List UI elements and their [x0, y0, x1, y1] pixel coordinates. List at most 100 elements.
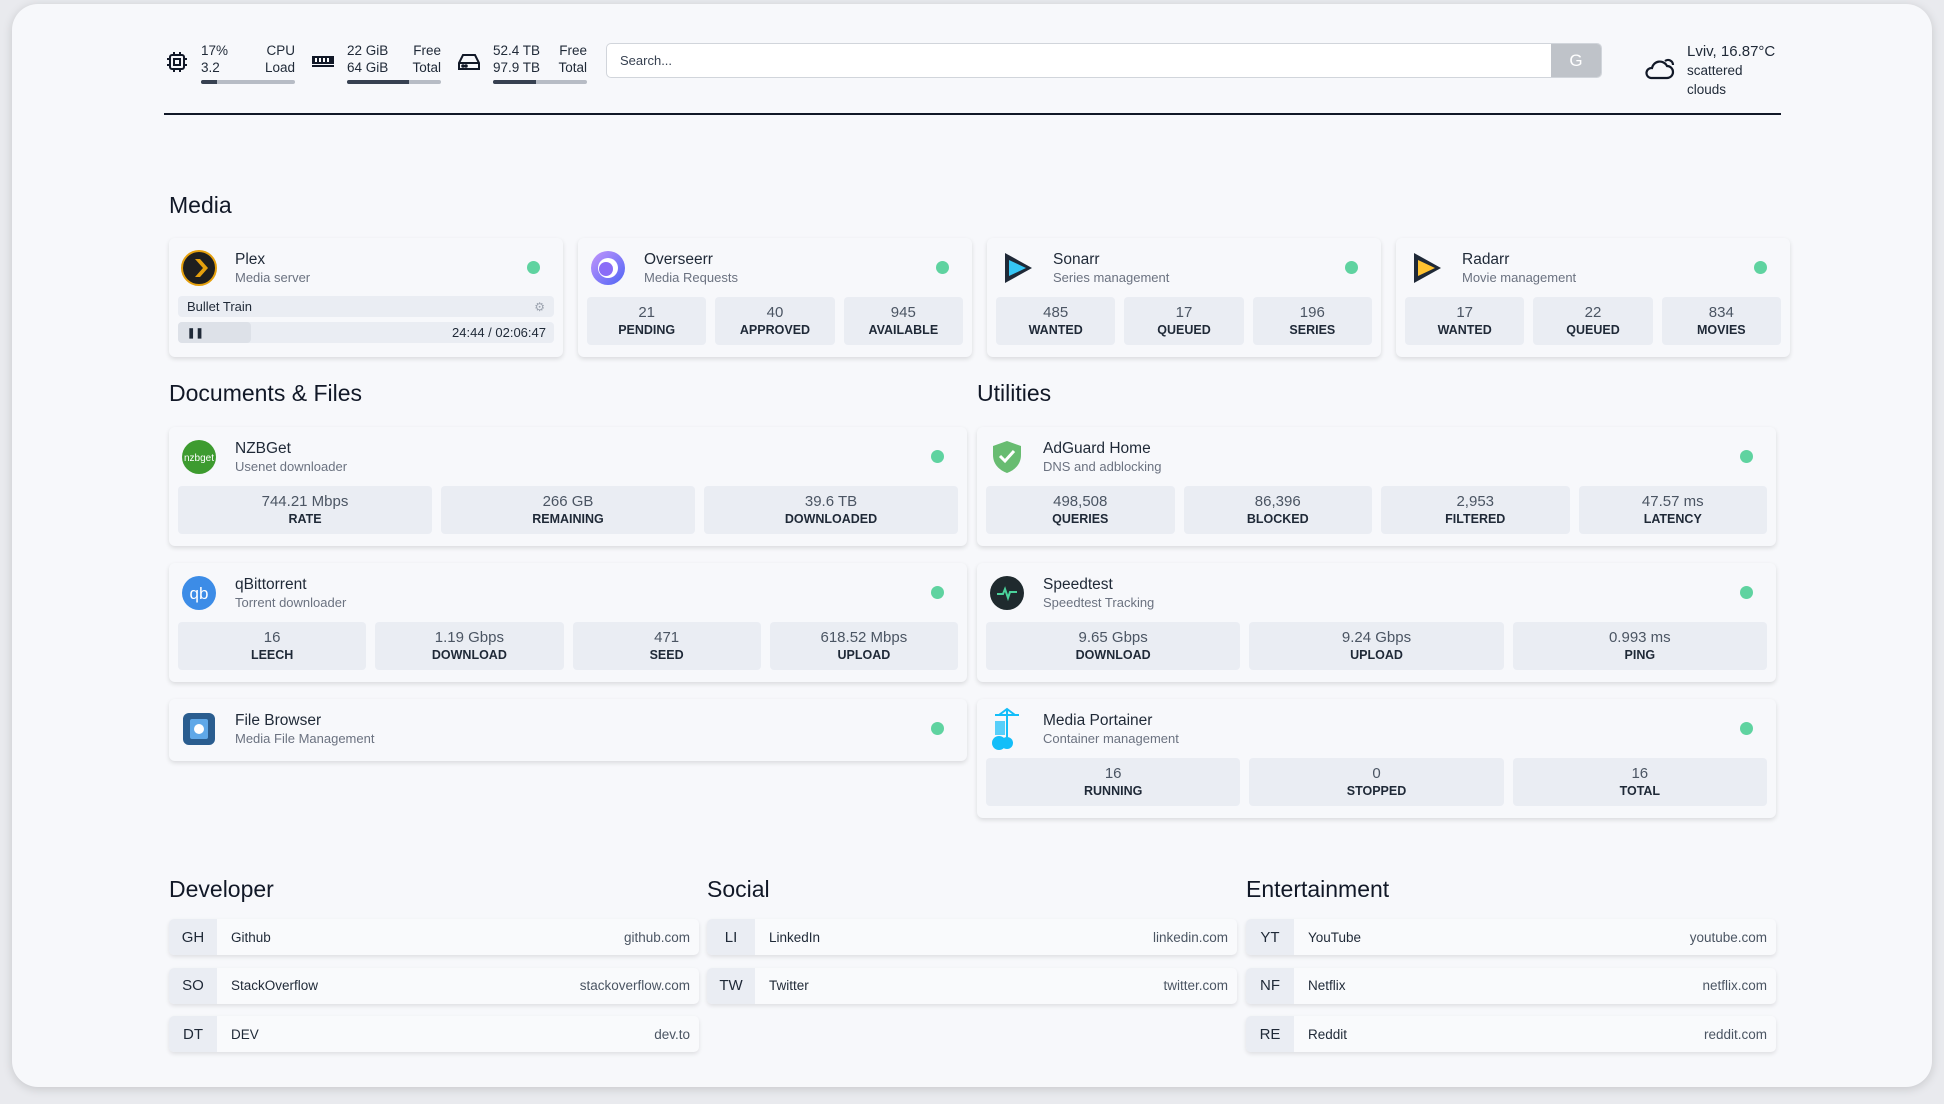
stat-series: 196 SERIES	[1252, 297, 1372, 345]
stat-label: MOVIES	[1697, 323, 1746, 337]
stat-label: STOPPED	[1346, 784, 1407, 798]
load-label: Load	[264, 60, 295, 75]
bookmark-abbr: SO	[169, 967, 217, 1004]
cpu-bar	[201, 80, 295, 84]
service-card-overseerr[interactable]: Overseerr Media Requests 21 PENDING 40 APPRO…	[578, 238, 972, 357]
bookmark-url: reddit.com	[1703, 1026, 1767, 1042]
stat-value: 618.52 Mbps	[820, 629, 908, 646]
bookmark-url: github.com	[623, 929, 690, 945]
bookmark-abbr: LI	[707, 919, 755, 955]
sonarr-logo-icon	[999, 250, 1035, 286]
bookmark-url: twitter.com	[1163, 978, 1228, 993]
bookmark-name: StackOverflow	[231, 978, 319, 993]
section-title-entertainment: Entertainment	[1246, 876, 1390, 902]
stat-value: 0.993 ms	[1608, 629, 1671, 646]
stat-label: FILTERED	[1445, 512, 1506, 526]
weather-location: Lviv, 16.87°C	[1687, 43, 1776, 60]
pause-icon[interactable]: ❚❚	[187, 328, 204, 339]
bookmark-abbr: DT	[169, 1016, 217, 1052]
bookmark-linkedin[interactable]: LI LinkedIn linkedin.com	[707, 919, 1237, 955]
service-name: Radarr	[1462, 251, 1510, 268]
service-description: Container management	[1043, 731, 1179, 746]
service-description: Media server	[235, 270, 311, 285]
stat-label: LATENCY	[1643, 512, 1702, 526]
service-card-speedtest[interactable]: Speedtest Speedtest Tracking 9.65 Gbps DOW…	[977, 563, 1776, 682]
status-indicator	[931, 722, 944, 735]
stat-label: UPLOAD	[1350, 648, 1403, 662]
total-label: Total	[412, 60, 441, 75]
header: 17% CPU 3.2 Load 22 GiB Free 64 GiB Total 52…	[165, 40, 1781, 97]
memory-free: 22 GiB	[347, 43, 389, 58]
stat-value: 9.24 Gbps	[1341, 629, 1412, 646]
stat-label: REMAINING	[532, 512, 604, 526]
bookmark-netflix[interactable]: NF Netflix netflix.com	[1246, 967, 1776, 1004]
service-description: Speedtest Tracking	[1043, 595, 1155, 610]
stat-value: 834	[1708, 304, 1734, 321]
service-card-nzbget[interactable]: nzbget NZBGet Usenet downloader 744.21 Mb…	[169, 427, 967, 546]
disk-widget: 52.4 TB Free 97.9 TB Total	[457, 42, 587, 84]
stat-value: 86,396	[1254, 493, 1301, 510]
cpu-load: 3.2	[201, 60, 220, 75]
bookmark-url: stackoverflow.com	[579, 978, 690, 993]
stat-value: 945	[890, 304, 916, 321]
service-name: Media Portainer	[1043, 712, 1153, 729]
service-name: Plex	[235, 251, 266, 268]
bookmark-reddit[interactable]: RE Reddit reddit.com	[1246, 1016, 1776, 1052]
stat-filtered: 2,953 FILTERED	[1381, 486, 1570, 534]
bookmark-twitter[interactable]: TW Twitter twitter.com	[707, 967, 1237, 1004]
service-card-media-portainer[interactable]: Media Portainer Container management 16 RU…	[977, 699, 1776, 818]
stat-value: 744.21 Mbps	[261, 493, 349, 510]
service-name: NZBGet	[235, 440, 291, 457]
service-card-sonarr[interactable]: Sonarr Series management 485 WANTED 17 QUEUE…	[987, 238, 1381, 357]
service-name: File Browser	[235, 712, 322, 729]
stat-value: 485	[1043, 304, 1069, 321]
stat-upload: 9.24 Gbps UPLOAD	[1249, 622, 1504, 670]
search-placeholder: Search...	[620, 53, 673, 68]
service-card-plex[interactable]: Plex Media server Bullet Train ⚙ ❚❚ 24:44 /…	[169, 238, 563, 357]
status-indicator	[1740, 450, 1753, 463]
free-label: Free	[559, 43, 587, 58]
stat-ping: 0.993 ms PING	[1512, 622, 1767, 670]
status-indicator	[1740, 722, 1753, 735]
service-name: AdGuard Home	[1043, 440, 1151, 457]
section-title-utilities: Utilities	[977, 380, 1052, 406]
stat-label: RUNNING	[1083, 784, 1143, 798]
search-button[interactable]: G	[1551, 44, 1601, 77]
section-title-developer: Developer	[169, 876, 274, 902]
bookmark-url: youtube.com	[1689, 929, 1767, 945]
stat-upload: 618.52 Mbps UPLOAD	[769, 622, 958, 670]
adguard-home-logo-icon	[989, 439, 1025, 475]
bookmark-name: Github	[231, 929, 271, 945]
now-playing-title-bar: Bullet Train ⚙	[178, 296, 554, 317]
bookmark-youtube[interactable]: YT YouTube youtube.com	[1246, 919, 1776, 955]
section-title-social: Social	[707, 876, 770, 902]
playback-progress[interactable]: ❚❚ 24:44 / 02:06:47	[178, 322, 554, 343]
memory-bar	[347, 80, 441, 84]
search-input[interactable]: Search... G	[606, 43, 1602, 78]
service-card-qbittorrent[interactable]: qb qBittorrent Torrent downloader 16 LEECH…	[169, 563, 967, 682]
service-name: Overseerr	[644, 251, 713, 268]
stat-available: 945 AVAILABLE	[843, 297, 963, 345]
stat-label: PING	[1624, 648, 1656, 662]
stats-row: 16 LEECH 1.19 Gbps DOWNLOAD 471 SEED 618.52 Mb…	[178, 622, 958, 670]
stat-value: 16	[263, 629, 281, 646]
file-browser-logo-icon	[181, 711, 217, 747]
stat-label: QUERIES	[1052, 512, 1109, 526]
nzbget-logo-icon: nzbget	[181, 439, 217, 475]
free-label: Free	[413, 43, 441, 58]
status-indicator	[1740, 586, 1753, 599]
bookmark-name: DEV	[231, 1026, 259, 1042]
status-indicator	[1754, 261, 1767, 274]
stat-pending: 21 PENDING	[587, 297, 707, 345]
service-card-adguard-home[interactable]: AdGuard Home DNS and adblocking 498,508 QU…	[977, 427, 1776, 546]
bookmark-stackoverflow[interactable]: SO StackOverflow stackoverflow.com	[169, 967, 699, 1004]
service-card-file-browser[interactable]: File Browser Media File Management	[169, 699, 967, 761]
stat-value: 9.65 Gbps	[1078, 629, 1148, 646]
bookmark-dev[interactable]: DT DEV dev.to	[169, 1016, 699, 1052]
service-card-radarr[interactable]: Radarr Movie management 17 WANTED 22 QUEUED 8…	[1396, 238, 1790, 357]
bookmark-github[interactable]: GH Github github.com	[169, 919, 699, 955]
stat-value: 17	[1456, 304, 1473, 321]
stat-value: 196	[1299, 304, 1325, 321]
cpu-icon	[165, 50, 189, 74]
stat-value: 0	[1372, 765, 1381, 782]
